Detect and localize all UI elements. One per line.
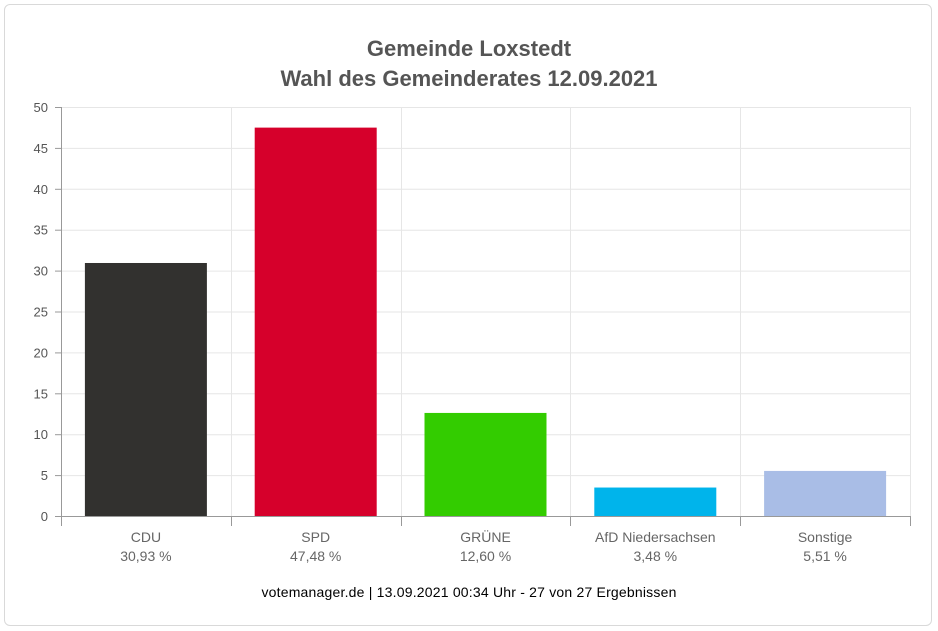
- axes: [55, 107, 911, 526]
- x-category-label: CDU: [131, 529, 161, 545]
- bars: [84, 127, 887, 517]
- y-tick-label: 45: [34, 141, 48, 156]
- y-tick-label: 35: [34, 223, 48, 238]
- x-category-label: AfD Niedersachsen: [595, 529, 716, 545]
- bar-sonstige: [764, 470, 887, 516]
- bar-gr-ne: [424, 412, 547, 516]
- y-tick-label: 20: [34, 345, 48, 360]
- y-tick-label: 5: [41, 468, 48, 483]
- chart-subtitle: Wahl des Gemeinderates 12.09.2021: [280, 66, 658, 91]
- x-category-label: Sonstige: [798, 529, 853, 545]
- x-value-label: 3,48 %: [634, 548, 678, 564]
- bar-afd-niedersachsen: [594, 487, 717, 516]
- x-value-label: 5,51 %: [803, 548, 847, 564]
- y-tick-label: 15: [34, 386, 48, 401]
- y-tick-label: 40: [34, 182, 48, 197]
- y-tick-label: 10: [34, 427, 48, 442]
- tick-labels: 0 5 10 15 20 25 30 35 40 45 50 CDU 30,93 % SPD 47,48 %…: [34, 100, 853, 564]
- bar-cdu: [84, 262, 207, 516]
- x-category-label: GRÜNE: [460, 528, 511, 545]
- x-value-label: 47,48 %: [290, 548, 341, 564]
- y-tick-label: 50: [34, 100, 48, 115]
- y-tick-label: 30: [34, 264, 48, 279]
- x-value-label: 30,93 %: [120, 548, 171, 564]
- x-category-label: SPD: [301, 529, 330, 545]
- x-value-label: 12,60 %: [460, 548, 511, 564]
- y-tick-label: 25: [34, 305, 48, 320]
- bar-spd: [254, 127, 377, 517]
- footer-source: votemanager.de | 13.09.2021 00:34 Uhr - …: [261, 584, 677, 600]
- y-tick-label: 0: [41, 509, 48, 524]
- chart-title: Gemeinde Loxstedt: [366, 36, 572, 61]
